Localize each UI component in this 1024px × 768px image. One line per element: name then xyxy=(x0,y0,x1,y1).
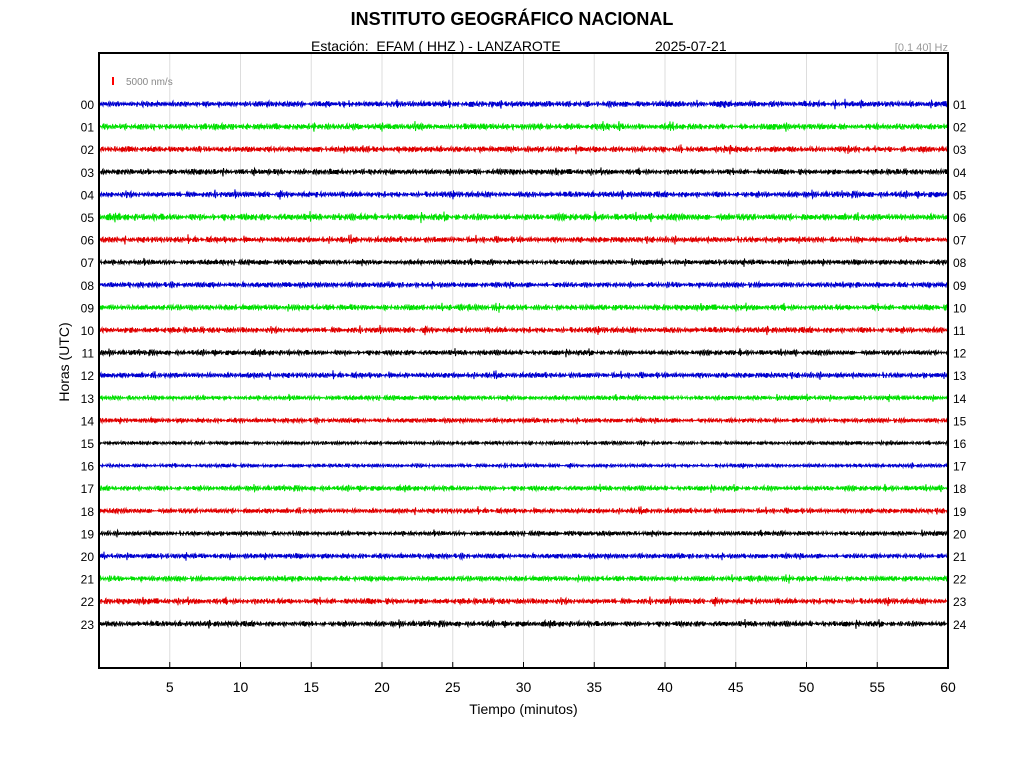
x-tick-label: 25 xyxy=(445,679,461,695)
trace-hour-07 xyxy=(99,257,948,267)
hour-label-right: 02 xyxy=(953,121,967,135)
trace-hour-01 xyxy=(99,121,948,132)
hour-label-left: 00 xyxy=(81,98,95,112)
hour-label-right: 13 xyxy=(953,369,967,383)
hour-label-left: 16 xyxy=(81,460,95,474)
x-tick-label: 50 xyxy=(799,679,815,695)
x-tick-label: 5 xyxy=(166,679,174,695)
hour-label-left: 07 xyxy=(81,256,95,270)
trace-hour-10 xyxy=(99,324,948,336)
x-tick-label: 40 xyxy=(657,679,673,695)
hour-label-right: 11 xyxy=(953,324,966,338)
hour-label-left: 13 xyxy=(81,392,95,406)
hour-label-right: 07 xyxy=(953,234,967,248)
x-tick-label: 30 xyxy=(516,679,532,695)
hour-label-left: 06 xyxy=(81,234,95,248)
date-label: 2025-07-21 xyxy=(655,38,727,54)
x-tick-label: 55 xyxy=(869,679,885,695)
scale-label: 5000 nm/s xyxy=(126,77,173,88)
hour-label-right: 17 xyxy=(953,460,967,474)
hour-label-right: 12 xyxy=(953,347,967,361)
x-axis-label: Tiempo (minutos) xyxy=(469,701,577,717)
hour-label-right: 14 xyxy=(953,392,967,406)
hour-label-left: 03 xyxy=(81,166,95,180)
hour-label-left: 21 xyxy=(81,573,95,587)
trace-hour-02 xyxy=(99,144,948,155)
trace-hour-21 xyxy=(99,573,948,584)
x-tick-label: 35 xyxy=(586,679,602,695)
trace-hour-18 xyxy=(99,506,948,516)
hour-label-left: 11 xyxy=(82,347,95,361)
trace-hour-03 xyxy=(99,166,948,177)
hour-label-left: 12 xyxy=(81,369,95,383)
trace-hour-05 xyxy=(99,211,948,224)
x-tick-label: 45 xyxy=(728,679,744,695)
trace-hour-12 xyxy=(99,370,948,380)
hour-label-right: 23 xyxy=(953,595,967,609)
hour-label-left: 23 xyxy=(81,618,95,632)
trace-hour-06 xyxy=(99,234,948,245)
trace-hour-20 xyxy=(99,551,948,562)
x-tick-label: 20 xyxy=(374,679,390,695)
scale-bar xyxy=(112,77,114,85)
hour-label-left: 04 xyxy=(81,188,95,202)
hour-label-left: 10 xyxy=(81,324,95,338)
trace-hour-04 xyxy=(99,189,948,200)
hour-label-right: 01 xyxy=(953,98,967,112)
filter-label: [0.1 40] Hz xyxy=(894,42,948,54)
hour-label-right: 10 xyxy=(953,301,967,315)
hour-label-right: 15 xyxy=(953,414,967,428)
hour-label-right: 16 xyxy=(953,437,967,451)
trace-hour-11 xyxy=(99,348,948,358)
hour-label-right: 22 xyxy=(953,573,967,587)
trace-hour-23 xyxy=(99,618,948,629)
hour-label-right: 08 xyxy=(953,256,967,270)
trace-hour-08 xyxy=(99,280,948,290)
trace-hour-16 xyxy=(99,461,948,470)
trace-hour-09 xyxy=(99,302,948,313)
hour-label-right: 24 xyxy=(953,618,967,632)
trace-hour-13 xyxy=(99,393,948,403)
trace-hour-17 xyxy=(99,483,948,494)
hour-label-left: 20 xyxy=(81,550,95,564)
hour-label-right: 18 xyxy=(953,482,967,496)
hour-label-left: 08 xyxy=(81,279,95,293)
chart-title: INSTITUTO GEOGRÁFICO NACIONAL xyxy=(350,9,674,29)
hour-label-left: 22 xyxy=(81,595,95,609)
hour-label-right: 03 xyxy=(953,143,967,157)
y-axis-label: Horas (UTC) xyxy=(56,322,72,401)
trace-hour-14 xyxy=(99,415,948,426)
trace-hour-00 xyxy=(99,98,948,110)
x-tick-label: 15 xyxy=(303,679,319,695)
trace-hour-19 xyxy=(99,528,948,538)
station-label: Estación: EFAM ( HHZ ) - LANZAROTE xyxy=(311,38,561,54)
hour-label-right: 21 xyxy=(953,550,967,564)
hour-label-left: 17 xyxy=(81,482,95,496)
hour-label-left: 05 xyxy=(81,211,95,225)
hour-label-left: 19 xyxy=(81,527,95,541)
hour-label-right: 05 xyxy=(953,188,967,202)
hour-label-right: 04 xyxy=(953,166,967,180)
hour-label-left: 02 xyxy=(81,143,95,157)
hour-label-right: 06 xyxy=(953,211,967,225)
hour-label-right: 20 xyxy=(953,527,967,541)
hour-label-left: 01 xyxy=(81,121,95,135)
trace-hour-15 xyxy=(99,439,948,447)
trace-hour-22 xyxy=(99,596,948,607)
hour-label-left: 14 xyxy=(81,414,95,428)
hour-label-right: 09 xyxy=(953,279,967,293)
hour-label-left: 15 xyxy=(81,437,95,451)
x-tick-label: 10 xyxy=(233,679,249,695)
x-tick-label: 60 xyxy=(940,679,956,695)
hour-label-right: 19 xyxy=(953,505,967,519)
hour-label-left: 09 xyxy=(81,301,95,315)
hour-label-left: 18 xyxy=(81,505,95,519)
